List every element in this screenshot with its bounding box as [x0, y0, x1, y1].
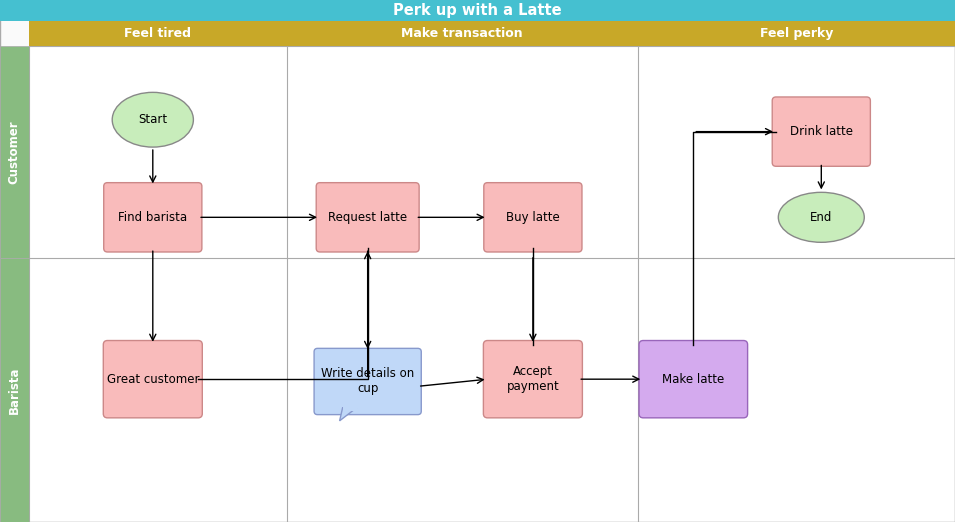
Text: Find barista: Find barista	[118, 211, 187, 224]
Text: Great customer: Great customer	[107, 373, 199, 386]
FancyBboxPatch shape	[773, 97, 870, 167]
Bar	[0, 0, 955, 21]
Text: Make latte: Make latte	[662, 373, 725, 386]
Text: Buy latte: Buy latte	[506, 211, 560, 224]
FancyBboxPatch shape	[104, 183, 202, 252]
Ellipse shape	[113, 92, 193, 147]
Polygon shape	[340, 408, 356, 421]
Bar	[29, 21, 286, 46]
FancyBboxPatch shape	[103, 340, 202, 418]
Bar	[343, 404, 356, 411]
Text: Request latte: Request latte	[329, 211, 407, 224]
FancyBboxPatch shape	[484, 183, 582, 252]
FancyBboxPatch shape	[483, 340, 583, 418]
Text: Feel perky: Feel perky	[760, 27, 833, 40]
Text: Perk up with a Latte: Perk up with a Latte	[393, 3, 562, 18]
Bar	[638, 21, 955, 46]
FancyBboxPatch shape	[316, 183, 419, 252]
Bar	[0, 46, 29, 258]
Text: Feel tired: Feel tired	[124, 27, 191, 40]
Bar	[0, 258, 29, 522]
FancyBboxPatch shape	[314, 348, 421, 414]
Text: Accept
payment: Accept payment	[506, 365, 560, 393]
Text: Customer: Customer	[8, 120, 21, 184]
FancyBboxPatch shape	[639, 340, 748, 418]
Bar	[286, 21, 638, 46]
Text: Make transaction: Make transaction	[401, 27, 523, 40]
Ellipse shape	[778, 192, 864, 242]
Text: Start: Start	[138, 113, 167, 126]
Text: End: End	[810, 211, 833, 224]
Text: Drink latte: Drink latte	[790, 125, 853, 138]
Text: Write details on
cup: Write details on cup	[321, 367, 414, 396]
Text: Barista: Barista	[8, 366, 21, 413]
